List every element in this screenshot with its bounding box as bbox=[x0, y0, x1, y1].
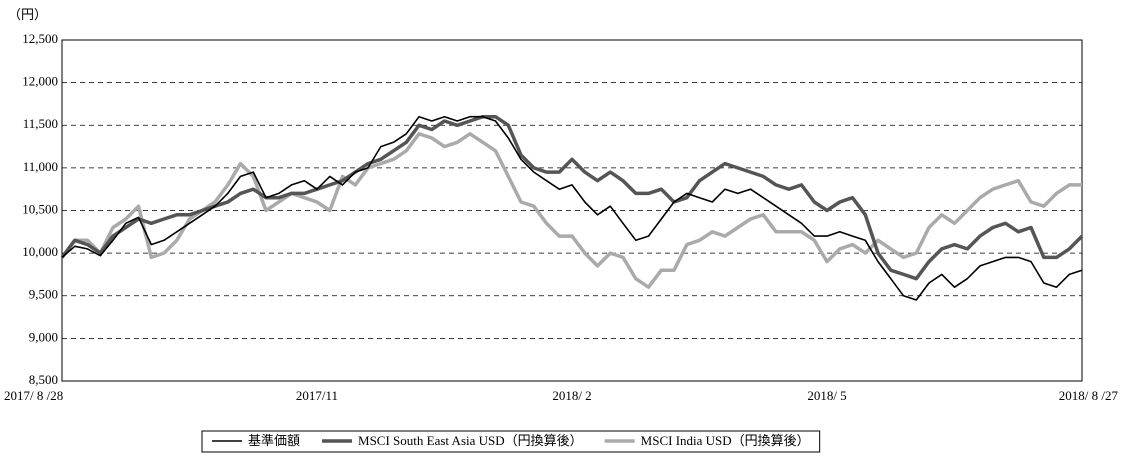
y-tick-label: 11,500 bbox=[23, 116, 58, 131]
series-line bbox=[61, 115, 1083, 301]
y-tick-label: 9,000 bbox=[29, 329, 58, 344]
series-line bbox=[60, 114, 1084, 281]
x-tick-label: 2017/11 bbox=[296, 388, 338, 403]
y-tick-label: 11,000 bbox=[23, 159, 58, 174]
x-tick-label: 2018/ 5 bbox=[807, 388, 846, 403]
x-tick-label: 2018/ 8 /27 bbox=[1059, 388, 1119, 403]
y-tick-label: 8,500 bbox=[29, 372, 58, 387]
legend-box bbox=[201, 430, 821, 453]
y-tick-label: 10,000 bbox=[22, 244, 58, 259]
x-tick-label: 2018/ 2 bbox=[552, 388, 591, 403]
legend-label: 基準価額 bbox=[248, 433, 300, 448]
y-tick-label: 10,500 bbox=[22, 201, 58, 216]
y-unit-label: （円） bbox=[8, 7, 47, 22]
y-tick-label: 9,500 bbox=[29, 287, 58, 302]
x-tick-label: 2017/ 8 /28 bbox=[4, 388, 63, 403]
y-tick-label: 12,000 bbox=[22, 74, 58, 89]
legend-label: MSCI South East Asia USD（円換算後） bbox=[358, 433, 583, 448]
y-tick-label: 12,500 bbox=[22, 31, 58, 46]
series-line bbox=[60, 132, 1082, 289]
legend-label: MSCI India USD（円換算後） bbox=[641, 433, 810, 448]
